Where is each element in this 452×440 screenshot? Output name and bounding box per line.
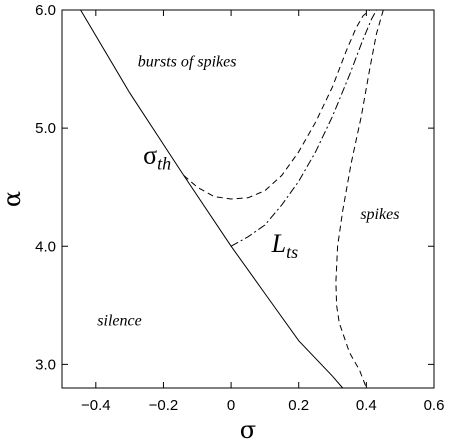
x-axis-title: σ xyxy=(240,416,256,440)
region-label: silence xyxy=(97,312,141,329)
ticks: −0.4 −0.2 0 0.2 0.4 0.6 3.0 4.0 5.0 6.0 xyxy=(35,2,444,414)
region-label: bursts of spikes xyxy=(138,54,237,71)
x-tick-label: 0.6 xyxy=(424,397,445,414)
series-line-4 xyxy=(335,9,384,389)
series-line-2 xyxy=(183,9,371,200)
y-tick-label: 5.0 xyxy=(35,120,56,137)
curves xyxy=(80,9,384,389)
series-line-1 xyxy=(80,9,344,389)
curve-label: Lts xyxy=(271,229,298,262)
curve-label: σth xyxy=(143,141,171,174)
plot-frame xyxy=(61,9,435,389)
y-tick-label: 6.0 xyxy=(35,2,56,19)
x-tick-label: 0.2 xyxy=(288,397,309,414)
x-tick-label: 0.4 xyxy=(356,397,377,414)
x-tick-label: −0.2 xyxy=(149,397,179,414)
series-line-3 xyxy=(230,9,377,247)
y-tick-label: 3.0 xyxy=(35,356,56,373)
x-tick-label: 0 xyxy=(227,397,235,414)
y-axis-title: α xyxy=(0,191,26,207)
labels: bursts of spikes spikes silence σth Lts xyxy=(97,54,399,330)
x-tick-label: −0.4 xyxy=(81,397,111,414)
region-label: spikes xyxy=(360,206,399,223)
y-tick-label: 4.0 xyxy=(35,238,56,255)
